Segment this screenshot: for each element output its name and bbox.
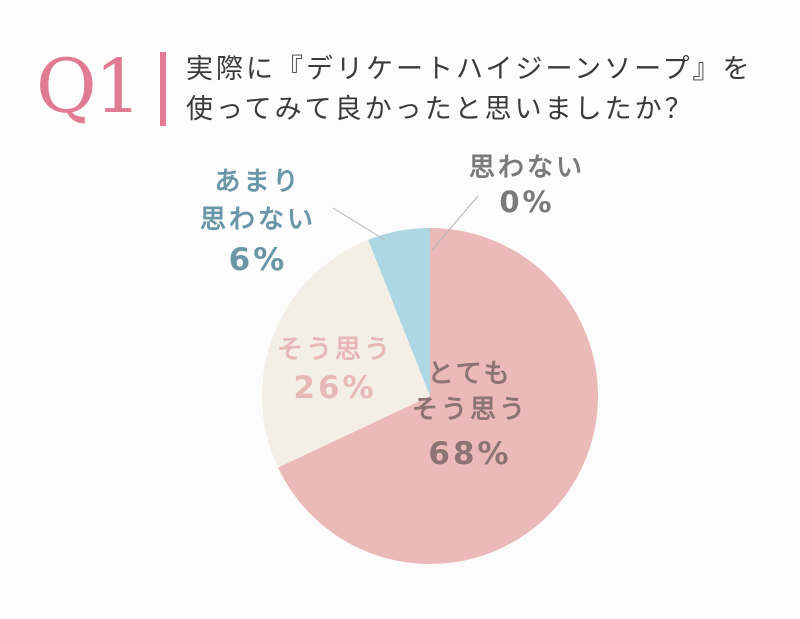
leader-lines xyxy=(332,195,479,251)
slice-label-2-line-0: あまり xyxy=(214,167,301,197)
pie-slice-1 xyxy=(262,239,430,468)
pie-slices xyxy=(262,228,598,565)
leader-line-2 xyxy=(332,207,386,241)
question-divider-bar xyxy=(160,52,166,126)
question-line-1: 実際に『デリケートハイジーンソープ』を xyxy=(186,54,753,85)
slice-label-2-line-1: 思わない xyxy=(200,205,316,235)
slice-value-0: 68% xyxy=(428,436,511,472)
slice-label-1-line-0: そう思う xyxy=(277,335,393,365)
question-text: 実際に『デリケートハイジーンソープ』を 使ってみて良かったと思いましたか？ xyxy=(186,50,753,130)
question-line-2: 使ってみて良かったと思いましたか？ xyxy=(186,94,695,125)
question-number: Q1 xyxy=(36,44,142,130)
pie-slice-2 xyxy=(368,228,430,396)
slice-label-3-line-0: 思わない xyxy=(469,153,585,183)
slice-value-1: 26% xyxy=(293,370,376,406)
slice-value-2: 6% xyxy=(229,242,288,278)
slice-value-3: 0% xyxy=(499,185,554,219)
header: Q1 実際に『デリケートハイジーンソープ』を 使ってみて良かったと思いましたか？ xyxy=(0,0,800,140)
leader-line-3 xyxy=(431,195,479,251)
slice-label-0-line-1: そう思う xyxy=(412,395,528,425)
slice-label-0-line-0: とても xyxy=(428,359,513,389)
pie-slice-0 xyxy=(277,228,598,565)
